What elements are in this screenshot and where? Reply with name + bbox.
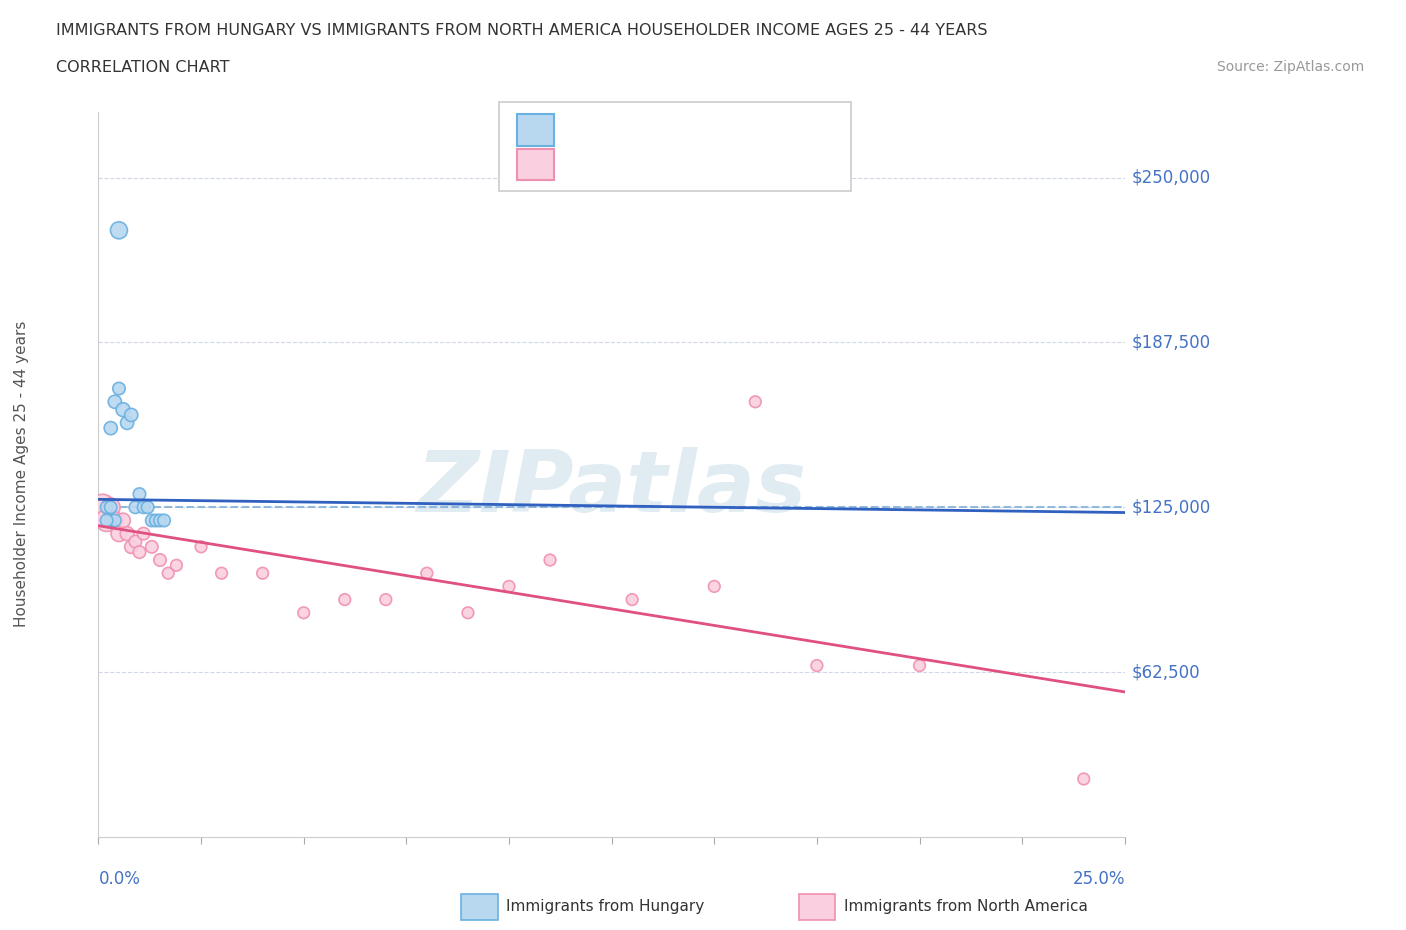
Text: $187,500: $187,500 xyxy=(1132,334,1211,352)
Point xyxy=(157,565,180,580)
Text: Source: ZipAtlas.com: Source: ZipAtlas.com xyxy=(1216,60,1364,74)
Point xyxy=(115,416,138,431)
Point xyxy=(112,513,135,528)
Point xyxy=(621,592,644,607)
Point xyxy=(96,513,118,528)
Point xyxy=(128,545,150,560)
Point xyxy=(498,579,520,594)
Text: $62,500: $62,500 xyxy=(1132,663,1201,681)
Point xyxy=(108,223,131,238)
Text: R = -0.266   N =  31: R = -0.266 N = 31 xyxy=(562,153,761,171)
Text: ZIPatlas: ZIPatlas xyxy=(416,447,807,530)
Point xyxy=(100,420,122,435)
Point xyxy=(292,605,315,620)
Point xyxy=(96,513,118,528)
Point xyxy=(211,565,233,580)
Point xyxy=(744,394,766,409)
Point xyxy=(132,526,155,541)
Text: CORRELATION CHART: CORRELATION CHART xyxy=(56,60,229,75)
Point xyxy=(91,499,114,514)
Point xyxy=(104,513,127,528)
Point xyxy=(132,499,155,514)
Point xyxy=(145,513,167,528)
Text: Householder Income Ages 25 - 44 years: Householder Income Ages 25 - 44 years xyxy=(14,321,28,628)
Text: R = -0.013   N = 20: R = -0.013 N = 20 xyxy=(562,118,754,137)
Point xyxy=(124,534,146,549)
Point xyxy=(538,552,561,567)
Point xyxy=(108,381,131,396)
Point xyxy=(1073,772,1095,787)
Point xyxy=(141,513,163,528)
Point xyxy=(120,539,142,554)
Point xyxy=(252,565,274,580)
Point xyxy=(120,407,142,422)
Point xyxy=(333,592,356,607)
Point xyxy=(149,552,172,567)
Text: $125,000: $125,000 xyxy=(1132,498,1211,516)
Point xyxy=(115,526,138,541)
Point xyxy=(149,513,172,528)
Text: 0.0%: 0.0% xyxy=(98,870,141,887)
Point xyxy=(96,499,118,514)
Point xyxy=(190,539,212,554)
Point xyxy=(100,499,122,514)
Point xyxy=(124,499,146,514)
Point xyxy=(457,605,479,620)
Point xyxy=(374,592,396,607)
Point xyxy=(153,513,176,528)
Point xyxy=(908,658,931,673)
Point xyxy=(108,526,131,541)
Text: IMMIGRANTS FROM HUNGARY VS IMMIGRANTS FROM NORTH AMERICA HOUSEHOLDER INCOME AGES: IMMIGRANTS FROM HUNGARY VS IMMIGRANTS FR… xyxy=(56,23,988,38)
Point xyxy=(806,658,828,673)
Point xyxy=(416,565,439,580)
Point xyxy=(165,558,187,573)
Point xyxy=(104,513,127,528)
Point xyxy=(104,394,127,409)
Point xyxy=(112,403,135,418)
Text: Immigrants from North America: Immigrants from North America xyxy=(844,899,1087,914)
Text: Immigrants from Hungary: Immigrants from Hungary xyxy=(506,899,704,914)
Point xyxy=(141,539,163,554)
Point xyxy=(100,513,122,528)
Text: 25.0%: 25.0% xyxy=(1073,870,1125,887)
Point xyxy=(100,499,122,514)
Point xyxy=(136,499,159,514)
Text: $250,000: $250,000 xyxy=(1132,168,1211,187)
Point xyxy=(128,486,150,501)
Point xyxy=(703,579,725,594)
